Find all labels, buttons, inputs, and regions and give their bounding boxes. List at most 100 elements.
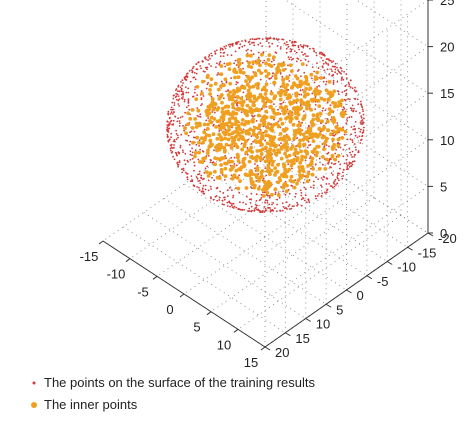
- grid-line: [237, 214, 402, 330]
- surface-point: [173, 104, 176, 106]
- x-tick-mark: [260, 346, 266, 351]
- surface-point: [209, 57, 211, 60]
- inner-point: [213, 156, 218, 161]
- surface-point: [197, 180, 200, 182]
- inner-point: [237, 106, 242, 111]
- surface-point: [193, 169, 195, 172]
- surface-point: [282, 101, 285, 104]
- inner-point: [263, 69, 268, 73]
- inner-point: [223, 77, 228, 82]
- surface-point: [271, 72, 274, 75]
- inner-point: [339, 111, 344, 116]
- surface-point: [297, 45, 300, 47]
- inner-point: [275, 169, 280, 174]
- surface-point: [340, 79, 343, 81]
- surface-point: [350, 154, 352, 156]
- inner-point: [308, 86, 313, 91]
- surface-point: [176, 162, 179, 164]
- surface-point: [195, 63, 198, 65]
- surface-point: [173, 144, 175, 146]
- surface-point: [198, 179, 201, 182]
- inner-point: [295, 76, 300, 81]
- inner-point: [292, 129, 297, 134]
- y-tick-label: -5: [377, 274, 389, 289]
- surface-point: [255, 38, 258, 41]
- inner-point: [330, 153, 335, 158]
- surface-point: [185, 106, 188, 109]
- surface-point: [287, 56, 290, 59]
- surface-point: [177, 85, 180, 88]
- surface-point: [179, 144, 182, 147]
- inner-point: [242, 86, 247, 90]
- surface-point: [357, 103, 360, 106]
- surface-point: [352, 128, 355, 131]
- inner-point: [316, 91, 321, 96]
- surface-point: [171, 123, 174, 126]
- surface-point: [355, 149, 357, 151]
- surface-point: [268, 42, 270, 44]
- inner-point: [249, 53, 253, 58]
- surface-point: [326, 68, 329, 71]
- surface-point: [246, 153, 249, 156]
- surface-point: [332, 83, 335, 85]
- inner-point: [305, 174, 310, 179]
- inner-point: [323, 139, 328, 144]
- inner-point: [216, 106, 221, 110]
- surface-point: [206, 165, 209, 168]
- inner-point: [237, 167, 242, 172]
- surface-point: [362, 110, 364, 113]
- inner-point: [197, 150, 202, 155]
- surface-point: [350, 109, 353, 112]
- surface-point: [201, 103, 204, 105]
- surface-point: [320, 57, 323, 59]
- surface-point: [189, 131, 191, 134]
- surface-point: [196, 94, 199, 97]
- inner-point: [289, 69, 294, 73]
- surface-point: [333, 183, 336, 185]
- surface-point: [250, 198, 253, 201]
- surface-point: [250, 135, 253, 138]
- surface-point: [303, 71, 306, 74]
- inner-point: [272, 148, 276, 153]
- surface-point: [360, 116, 363, 119]
- surface-point: [261, 107, 263, 110]
- surface-point: [282, 61, 285, 64]
- surface-point: [186, 178, 189, 181]
- x-tick-mark: [179, 293, 185, 298]
- inner-point: [216, 87, 221, 92]
- inner-point: [292, 81, 296, 86]
- inner-point: [261, 96, 266, 101]
- inner-point: [217, 118, 222, 123]
- surface-point: [224, 196, 226, 199]
- inner-point: [205, 112, 210, 116]
- inner-point: [193, 154, 197, 159]
- surface-point: [359, 142, 362, 144]
- inner-point: [310, 156, 315, 161]
- inner-point: [219, 167, 224, 172]
- surface-point: [237, 40, 240, 43]
- surface-point: [321, 109, 324, 112]
- surface-point: [274, 51, 277, 54]
- surface-point: [177, 165, 180, 168]
- surface-point: [199, 113, 202, 116]
- x-tick-mark: [125, 258, 131, 263]
- surface-point: [288, 203, 291, 206]
- x-tick-label: 0: [166, 302, 173, 317]
- inner-point: [238, 179, 242, 184]
- inner-point: [251, 132, 256, 137]
- surface-point: [271, 203, 273, 206]
- surface-point: [332, 60, 335, 62]
- inner-point: [286, 135, 290, 139]
- surface-point: [170, 132, 173, 135]
- surface-point: [170, 152, 173, 154]
- surface-point: [231, 189, 233, 192]
- surface-point: [346, 117, 349, 119]
- inner-point: [229, 143, 234, 148]
- inner-point: [209, 120, 214, 125]
- surface-point: [339, 167, 341, 170]
- surface-point: [293, 41, 296, 44]
- inner-point: [258, 63, 262, 68]
- surface-point: [192, 65, 195, 68]
- surface-point: [345, 158, 348, 161]
- surface-point: [167, 131, 170, 133]
